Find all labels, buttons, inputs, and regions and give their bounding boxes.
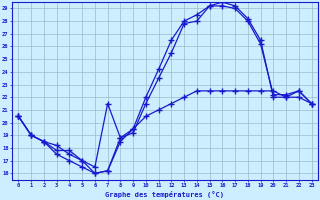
X-axis label: Graphe des températures (°C): Graphe des températures (°C)	[106, 191, 225, 198]
